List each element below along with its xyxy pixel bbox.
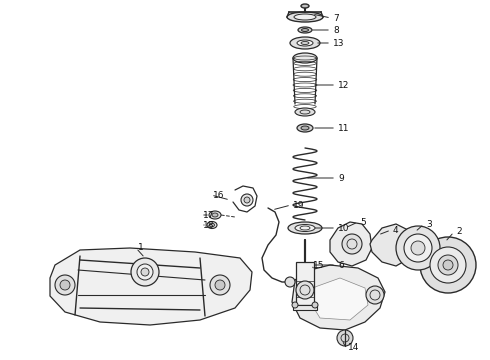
Text: 4: 4 — [393, 225, 399, 234]
Circle shape — [137, 264, 153, 280]
Polygon shape — [312, 278, 368, 320]
Text: 6: 6 — [338, 261, 344, 270]
Text: 8: 8 — [333, 26, 339, 35]
Text: 12: 12 — [338, 81, 349, 90]
Circle shape — [285, 277, 295, 287]
Polygon shape — [50, 248, 252, 325]
Ellipse shape — [207, 221, 217, 229]
Ellipse shape — [298, 27, 312, 33]
Ellipse shape — [287, 12, 323, 22]
Text: 13: 13 — [333, 39, 344, 48]
Bar — [296, 262, 314, 305]
Bar — [293, 305, 317, 310]
Ellipse shape — [301, 4, 309, 8]
Circle shape — [337, 330, 353, 346]
Circle shape — [215, 280, 225, 290]
Circle shape — [430, 247, 466, 283]
Text: 18: 18 — [203, 220, 215, 230]
Circle shape — [411, 241, 425, 255]
Ellipse shape — [209, 211, 221, 219]
Polygon shape — [370, 224, 414, 266]
Circle shape — [396, 226, 440, 270]
Circle shape — [55, 275, 75, 295]
Text: 11: 11 — [338, 123, 349, 132]
Ellipse shape — [210, 223, 215, 227]
Text: 17: 17 — [203, 211, 215, 220]
Ellipse shape — [312, 302, 318, 308]
Circle shape — [342, 234, 362, 254]
Circle shape — [404, 234, 432, 262]
Circle shape — [443, 260, 453, 270]
Text: 1: 1 — [138, 243, 144, 252]
Text: 7: 7 — [333, 14, 339, 23]
Ellipse shape — [301, 28, 309, 32]
Ellipse shape — [288, 222, 322, 234]
Text: 2: 2 — [456, 228, 462, 237]
Ellipse shape — [297, 124, 313, 132]
Ellipse shape — [292, 302, 298, 308]
Circle shape — [141, 268, 149, 276]
Circle shape — [244, 197, 250, 203]
Text: 14: 14 — [348, 343, 359, 352]
Circle shape — [420, 237, 476, 293]
Circle shape — [296, 281, 314, 299]
Circle shape — [438, 255, 458, 275]
Text: 15: 15 — [313, 261, 324, 270]
Ellipse shape — [301, 41, 309, 45]
Ellipse shape — [295, 225, 315, 231]
Circle shape — [131, 258, 159, 286]
Ellipse shape — [295, 108, 315, 116]
Text: 19: 19 — [293, 201, 304, 210]
Ellipse shape — [212, 213, 218, 217]
Circle shape — [60, 280, 70, 290]
Circle shape — [366, 286, 384, 304]
Text: 10: 10 — [338, 224, 349, 233]
Ellipse shape — [301, 126, 309, 130]
Polygon shape — [330, 222, 372, 266]
Text: 9: 9 — [338, 174, 344, 183]
Ellipse shape — [290, 37, 320, 49]
Polygon shape — [292, 265, 385, 330]
Text: 3: 3 — [426, 220, 432, 229]
Ellipse shape — [293, 53, 317, 63]
Ellipse shape — [297, 40, 313, 46]
Circle shape — [241, 194, 253, 206]
Circle shape — [210, 275, 230, 295]
Text: 5: 5 — [360, 217, 366, 226]
Text: 16: 16 — [213, 190, 224, 199]
Ellipse shape — [294, 14, 316, 20]
